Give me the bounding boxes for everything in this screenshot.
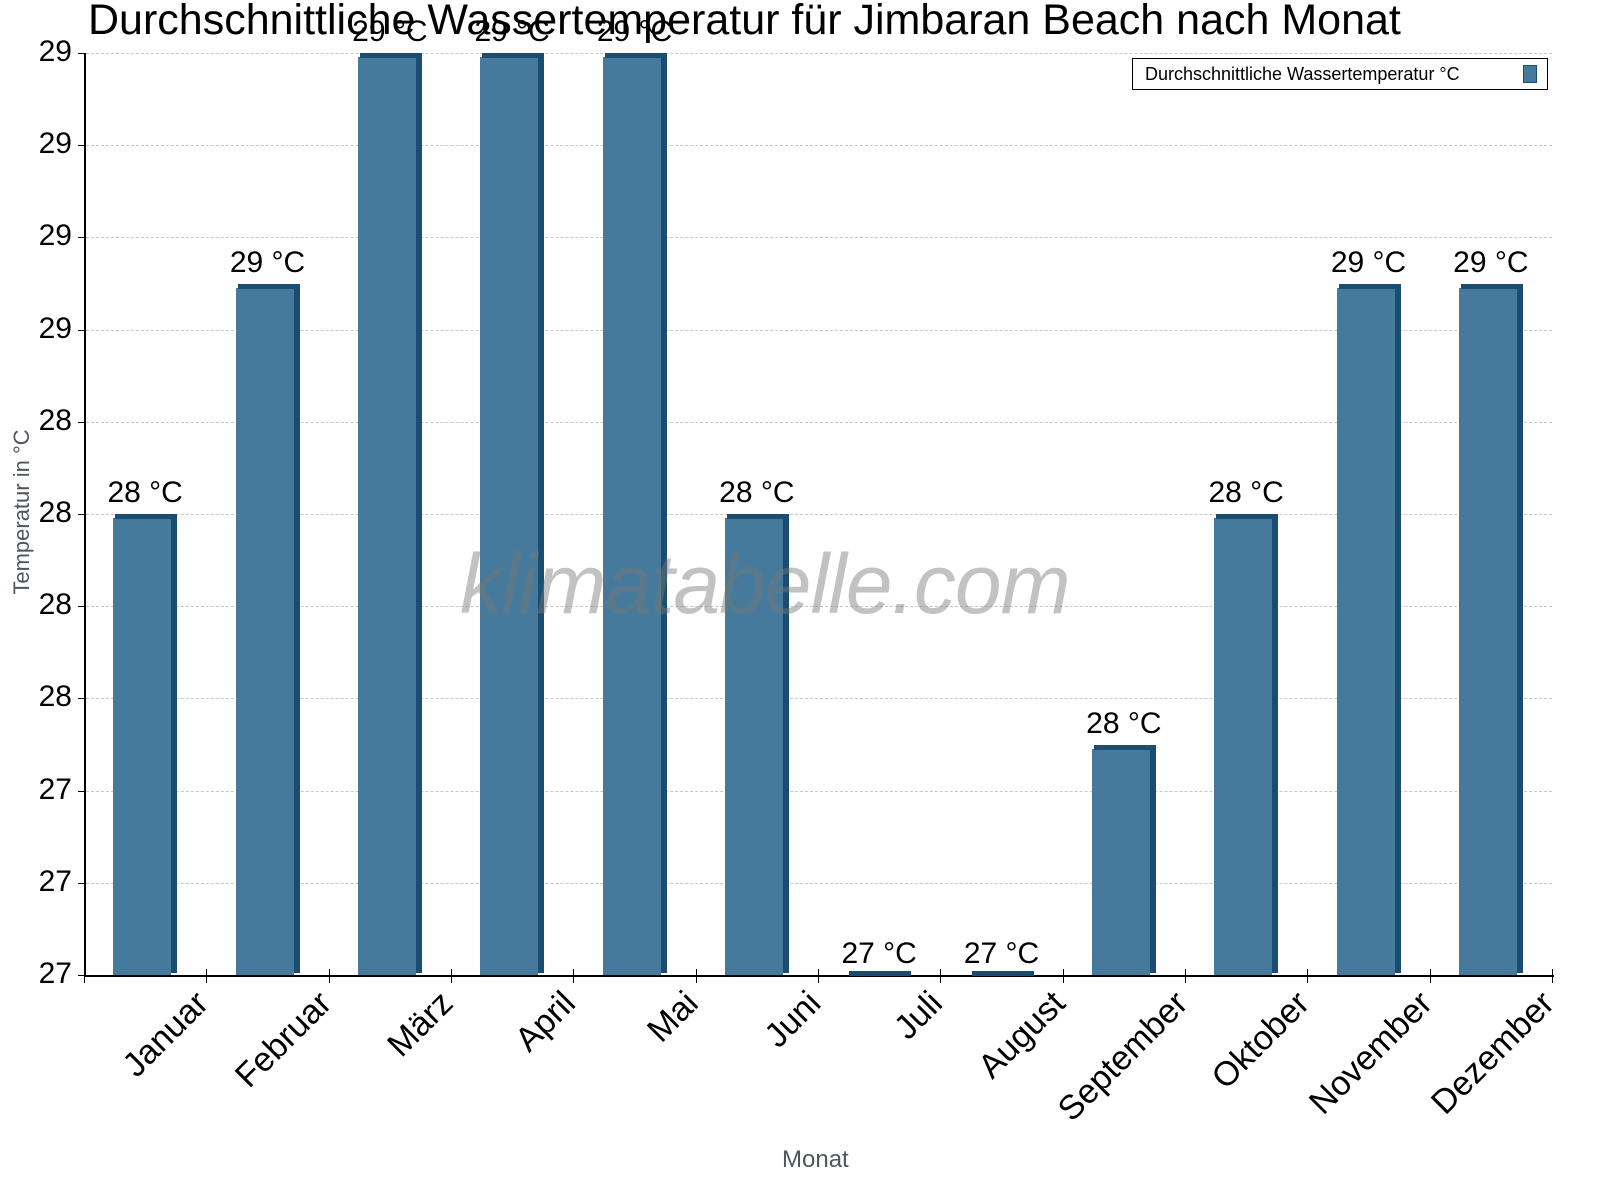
y-tick-label: 29	[38, 35, 72, 68]
x-tick	[328, 969, 330, 983]
legend-swatch-icon	[1523, 65, 1537, 83]
y-tick-label: 28	[38, 496, 72, 529]
x-tick-label: Dezember	[1423, 984, 1562, 1122]
x-tick	[206, 969, 208, 983]
bar-value-label: 28 °C	[107, 476, 183, 509]
watermark: klimatabelle.com	[460, 537, 1071, 631]
bar-value-label: 28 °C	[719, 476, 795, 509]
bar-value-label: 29 °C	[352, 15, 428, 48]
y-tick-label: 28	[38, 588, 72, 622]
gridline	[86, 329, 1552, 331]
x-axis-line	[84, 975, 1554, 977]
x-tick	[573, 969, 575, 983]
y-tick	[78, 975, 85, 976]
x-tick-label: Juni	[757, 984, 829, 1055]
x-tick-label: Juli	[887, 984, 951, 1047]
y-tick	[78, 698, 85, 700]
x-tick	[84, 969, 85, 983]
y-tick-label: 29	[38, 311, 72, 345]
bar-value-label: 29 °C	[474, 15, 550, 48]
y-tick	[78, 790, 85, 792]
x-tick-label: April	[508, 984, 584, 1059]
bar-value-label: 29 °C	[229, 245, 306, 279]
x-tick	[1062, 969, 1064, 983]
x-tick	[451, 969, 452, 983]
x-tick-label: August	[970, 984, 1073, 1086]
gridline	[86, 53, 1552, 54]
gridline	[86, 145, 1552, 147]
gridline	[86, 237, 1552, 239]
x-tick-label: Mai	[639, 984, 706, 1050]
x-tick	[1552, 969, 1553, 983]
y-axis-line	[84, 53, 86, 977]
chart-title: Durchschnittliche Wassertemperatur für J…	[88, 0, 1401, 44]
x-tick-label: November	[1301, 984, 1440, 1122]
x-tick-label: Februar	[227, 984, 339, 1096]
y-tick	[78, 329, 85, 331]
y-tick	[78, 606, 85, 608]
bar-value-label: 29 °C	[596, 15, 673, 48]
legend: Durchschnittliche Wassertemperatur °C	[1132, 58, 1548, 90]
x-tick	[1307, 969, 1309, 983]
bar-value-label: 29 °C	[1330, 245, 1407, 279]
legend-label: Durchschnittliche Wassertemperatur °C	[1145, 63, 1460, 84]
x-tick-label: Oktober	[1204, 984, 1317, 1097]
y-tick	[78, 53, 85, 54]
y-tick-label: 29	[38, 127, 72, 161]
y-tick-label: 27	[38, 864, 72, 898]
x-axis-title: Monat	[782, 1146, 849, 1173]
y-tick-label: 28	[38, 680, 72, 714]
gridline	[86, 698, 1552, 700]
x-tick-label: Januar	[115, 984, 216, 1085]
x-tick	[940, 969, 942, 983]
y-tick-label: 27	[38, 957, 72, 990]
gridline	[86, 882, 1552, 884]
y-tick-label: 27	[38, 772, 72, 806]
y-tick-label: 28	[38, 403, 72, 437]
x-tick	[695, 969, 697, 983]
y-tick	[78, 421, 85, 423]
x-tick-label: September	[1050, 984, 1196, 1129]
x-tick	[818, 969, 819, 983]
gridline	[86, 421, 1552, 423]
gridline	[86, 606, 1552, 608]
y-axis-title: Temperatur in °C	[9, 429, 34, 595]
y-tick	[78, 882, 85, 884]
x-tick	[1429, 969, 1431, 983]
bar-value-label: 29 °C	[1453, 245, 1529, 279]
gridline	[86, 790, 1552, 792]
x-tick-label: März	[379, 984, 461, 1065]
y-tick	[78, 514, 85, 515]
bar-value-label: 27 °C	[841, 937, 917, 970]
y-tick	[78, 145, 85, 147]
gridline	[86, 514, 1552, 515]
bar-value-label: 28 °C	[1086, 706, 1162, 740]
bar-value-label: 28 °C	[1208, 476, 1284, 509]
bar-value-label: 27 °C	[963, 937, 1040, 970]
y-tick	[78, 237, 85, 239]
x-tick	[1185, 969, 1186, 983]
y-tick-label: 29	[38, 219, 72, 253]
